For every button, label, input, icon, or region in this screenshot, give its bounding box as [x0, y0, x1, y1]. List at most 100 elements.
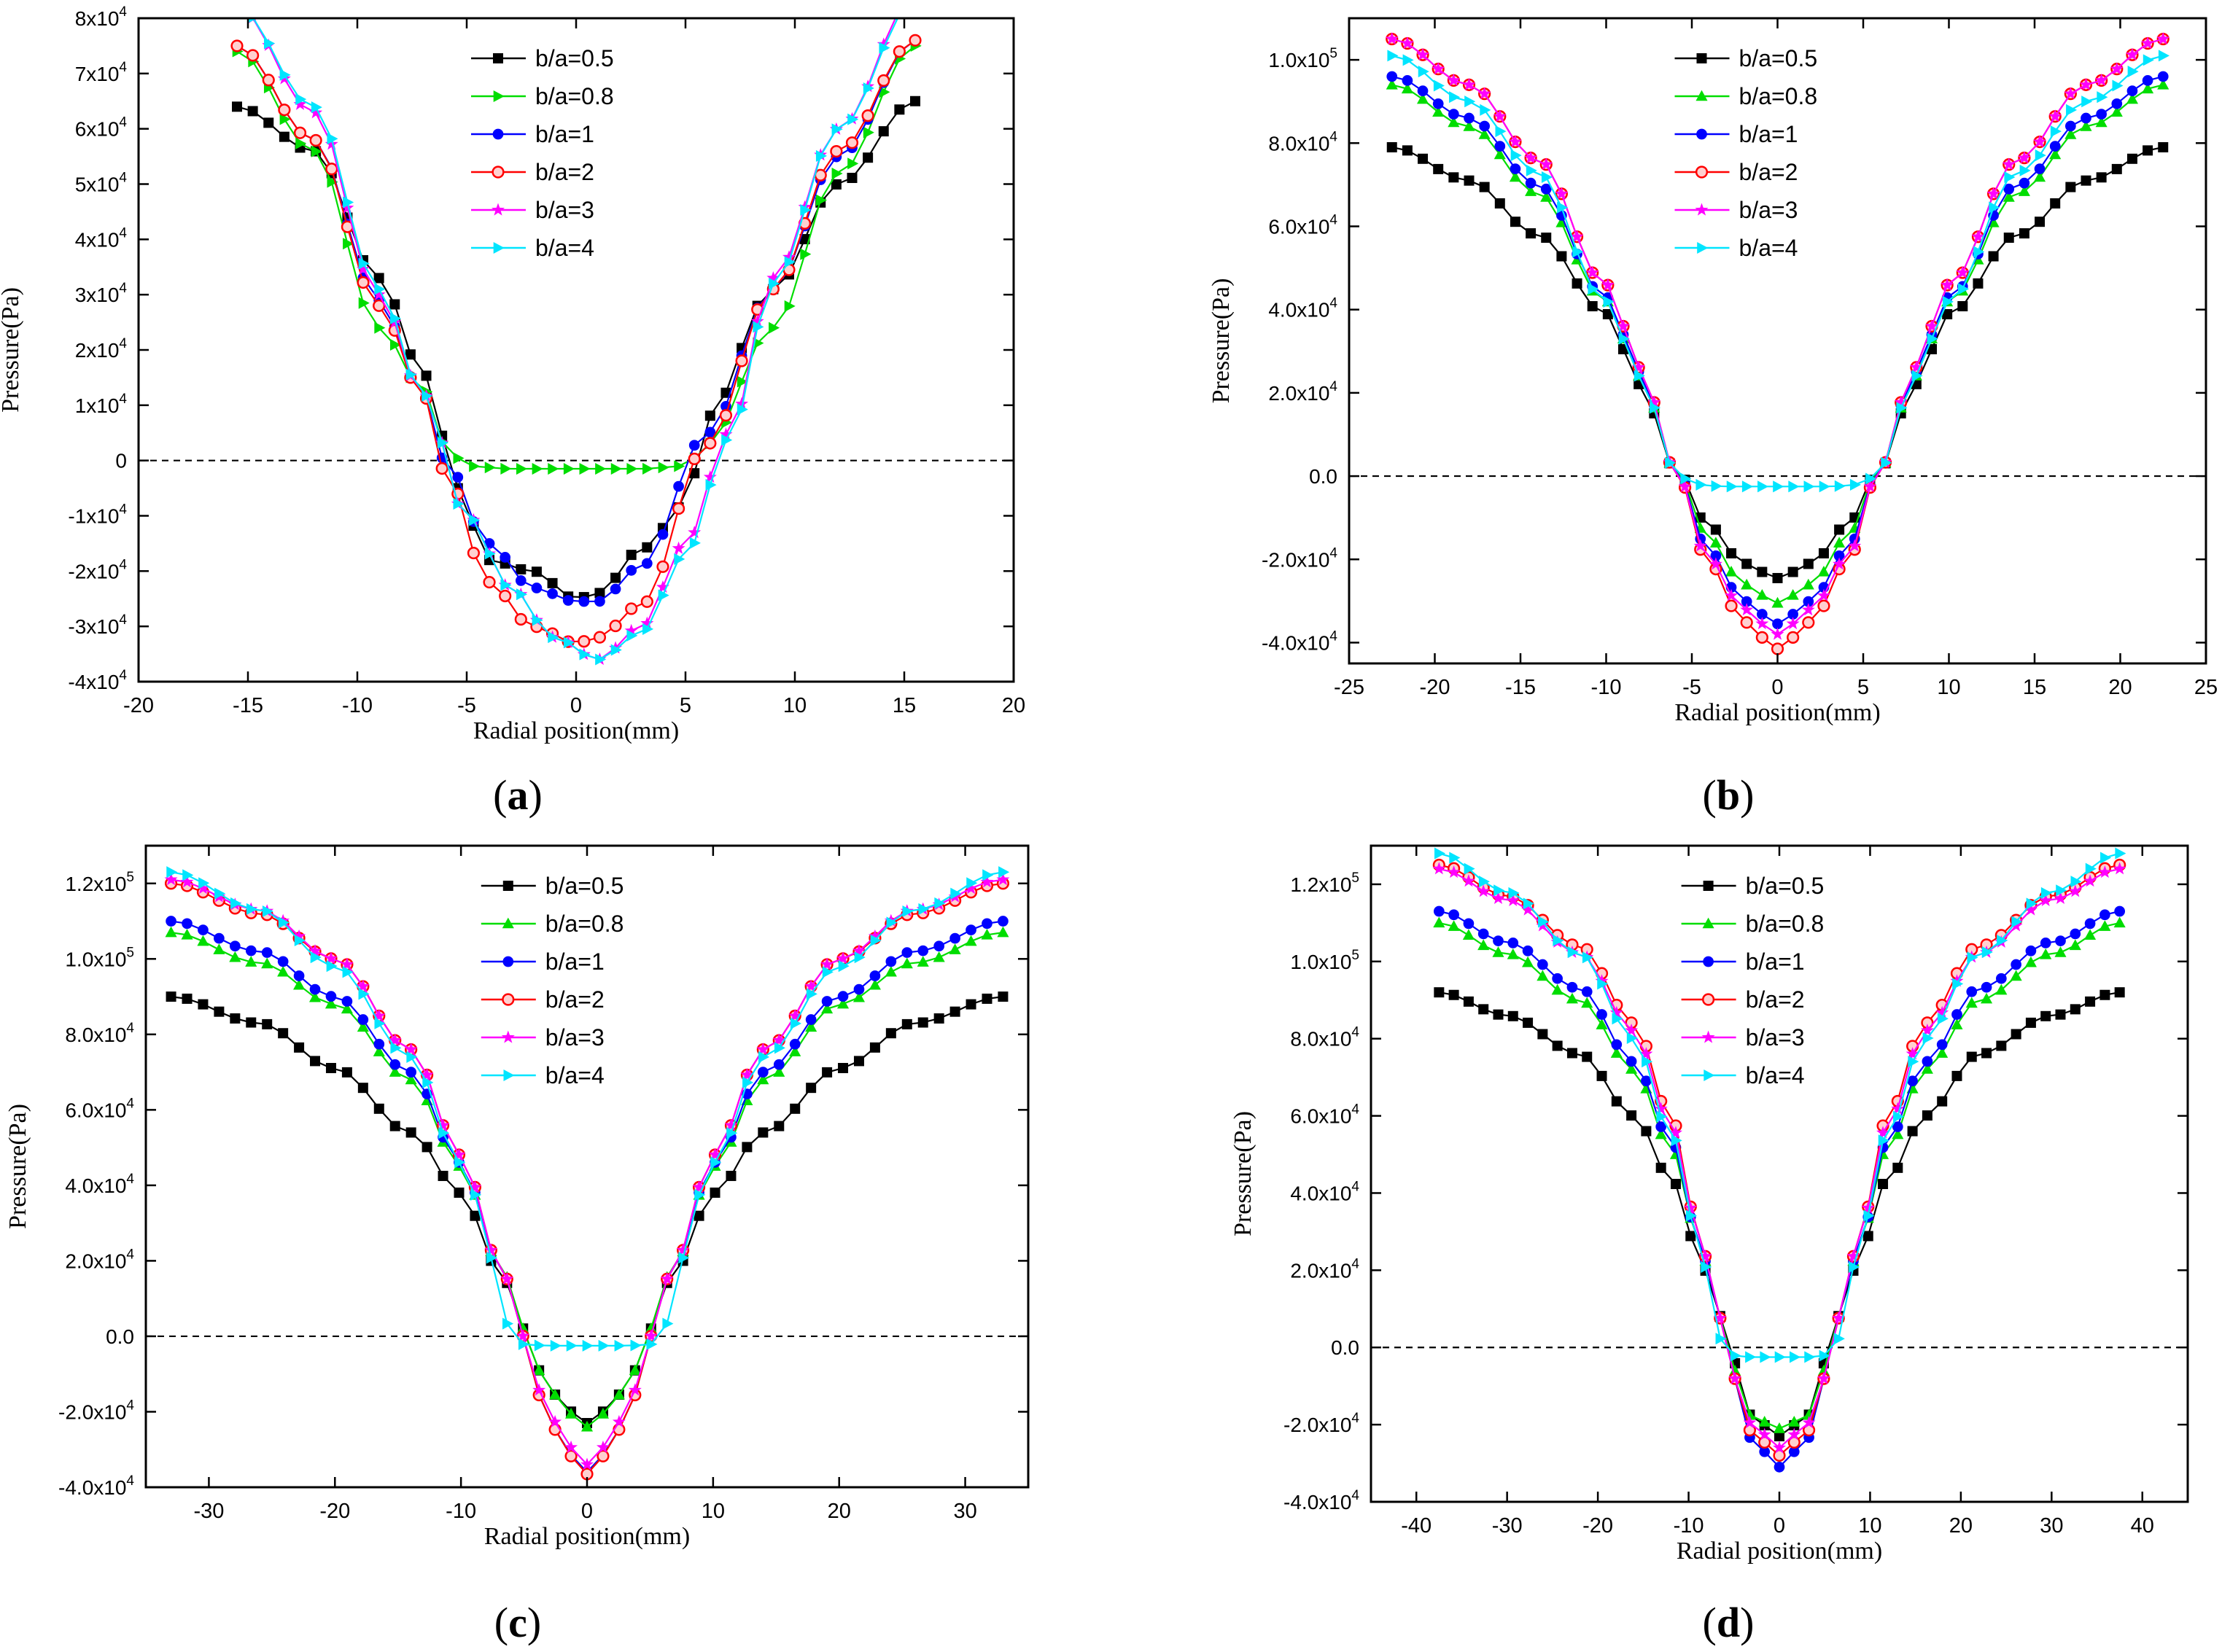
data-point — [934, 897, 946, 909]
data-point — [341, 1067, 352, 1078]
x-tick-label: -15 — [1505, 676, 1536, 699]
x-tick-label: -10 — [342, 694, 373, 717]
legend-label: b/a=0.8 — [1739, 83, 1818, 109]
data-point — [2019, 164, 2031, 176]
x-tick-label: 10 — [702, 1500, 725, 1523]
legend: b/a=0.5 b/a=0.8 b/a=1 b/a=2 b/a=3 b/a=4 — [1674, 45, 1818, 261]
data-point — [1757, 480, 1769, 493]
data-point — [566, 1339, 578, 1352]
legend-label: b/a=3 — [545, 1024, 605, 1051]
data-point — [389, 312, 402, 324]
data-point — [852, 991, 866, 1002]
data-point — [308, 944, 322, 957]
data-point — [1494, 141, 1506, 152]
data-point — [2158, 142, 2169, 152]
plot-frame — [144, 844, 1030, 1489]
data-point — [1925, 319, 1938, 332]
data-point — [278, 104, 291, 117]
data-point — [966, 999, 976, 1010]
data-point — [626, 629, 638, 642]
x-tick-label: 15 — [893, 694, 916, 717]
data-point — [2141, 36, 2155, 50]
y-tick-label: 2.0x104 — [1268, 379, 1337, 405]
data-point — [1603, 295, 1615, 308]
data-point — [2025, 1017, 2036, 1028]
data-point — [692, 1180, 706, 1193]
data-point — [1772, 572, 1783, 583]
data-point — [406, 1051, 418, 1063]
data-point — [1463, 120, 1475, 131]
data-point — [325, 991, 337, 1002]
data-point — [262, 1018, 273, 1029]
x-tick-label: -5 — [1682, 676, 1701, 699]
data-point — [1773, 1449, 1786, 1462]
data-point — [1986, 187, 2000, 200]
y-tick-label: -1x104 — [68, 502, 127, 528]
data-point — [724, 1118, 738, 1131]
data-point — [1642, 1056, 1653, 1068]
data-point — [1695, 478, 1707, 491]
x-tick-label: -10 — [1591, 676, 1622, 699]
data-point — [2048, 109, 2062, 122]
data-point — [2035, 149, 2046, 162]
data-point — [248, 18, 257, 23]
data-point — [1537, 959, 1548, 970]
data-point — [1745, 1351, 1757, 1363]
data-point — [982, 993, 992, 1004]
data-point — [1670, 1179, 1681, 1190]
data-point — [1713, 1311, 1727, 1324]
data-point — [2011, 1029, 2021, 1040]
panel-caption: (a) — [493, 771, 543, 819]
data-point — [532, 462, 543, 475]
data-point — [2083, 874, 2097, 887]
data-point — [1493, 148, 1506, 160]
data-point — [933, 940, 945, 952]
data-point — [1881, 456, 1892, 469]
data-point — [1951, 1018, 1963, 1029]
data-point — [548, 1414, 562, 1428]
data-point — [902, 905, 914, 918]
data-point — [1787, 588, 1799, 600]
legend-label: b/a=3 — [1739, 197, 1798, 223]
data-point — [389, 1121, 400, 1131]
panel-caption: (b) — [1703, 771, 1755, 819]
data-point — [1935, 1005, 1949, 1018]
data-point — [642, 623, 654, 635]
data-point — [325, 163, 338, 176]
data-point — [1907, 1075, 1918, 1087]
data-point — [949, 943, 961, 954]
data-point — [1402, 145, 1413, 156]
data-point — [532, 1383, 546, 1396]
data-point — [2002, 157, 2016, 171]
data-point — [1832, 1311, 1846, 1324]
data-point — [674, 460, 685, 472]
data-point — [910, 96, 920, 106]
data-point — [357, 1083, 368, 1094]
data-point — [1587, 301, 1598, 312]
data-point — [917, 1017, 928, 1028]
data-point — [1507, 948, 1519, 959]
series-line-6 — [252, 18, 899, 661]
data-point — [1386, 78, 1398, 90]
data-point — [933, 1013, 944, 1024]
y-tick-label: 8.0x104 — [65, 1021, 134, 1046]
data-point — [214, 932, 225, 944]
data-point — [2142, 75, 2153, 86]
data-point — [1693, 539, 1707, 552]
data-point — [1477, 87, 1491, 100]
data-point — [1557, 201, 1569, 214]
data-point — [893, 3, 906, 15]
series-line-1 — [171, 996, 1003, 1425]
data-point — [564, 1440, 578, 1453]
data-point — [1479, 120, 1490, 132]
data-point — [2066, 104, 2078, 116]
data-point — [831, 167, 843, 180]
data-point — [1462, 929, 1475, 940]
data-point — [640, 595, 653, 608]
data-point — [468, 1180, 482, 1193]
y-tick-label: 6x104 — [75, 115, 128, 141]
data-point — [1522, 956, 1534, 967]
data-point — [484, 548, 496, 560]
data-point — [598, 1339, 610, 1352]
data-point — [1596, 1070, 1607, 1081]
